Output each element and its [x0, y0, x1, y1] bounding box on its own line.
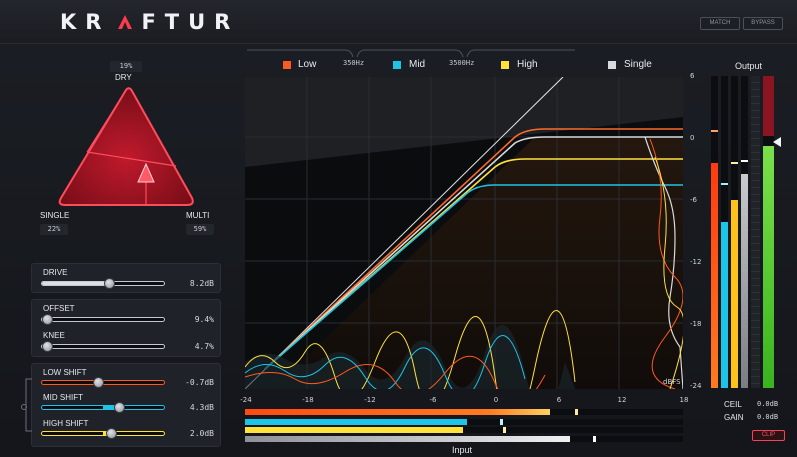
transfer-graph[interactable]: [244, 76, 685, 430]
offset-value[interactable]: 9.4%: [194, 315, 214, 324]
legend-single[interactable]: Single: [624, 59, 652, 70]
mid-shift-label: MID SHIFT: [43, 393, 83, 402]
low-shift-slider[interactable]: [41, 377, 165, 388]
morph-handle: [137, 162, 155, 183]
mid-swatch[interactable]: [393, 61, 401, 69]
output-meter-high: [731, 76, 738, 388]
high-shift-knob[interactable]: [106, 428, 117, 439]
y-tick-0: 0: [690, 134, 695, 142]
dbfs-label: dBFS: [663, 378, 681, 386]
output-meter-mid: [721, 76, 728, 388]
input-label: Input: [452, 445, 473, 455]
legend-high[interactable]: High: [517, 59, 538, 70]
legend-low[interactable]: Low: [298, 59, 317, 70]
input-meter-single: [245, 436, 683, 442]
y-tick-minus18: -18: [690, 320, 702, 328]
knee-slider[interactable]: [41, 341, 165, 352]
dry-label: DRY: [115, 73, 132, 82]
output-label: Output: [735, 61, 763, 71]
x-tick-minus12: -12: [364, 396, 376, 404]
x-tick-minus24: -24: [240, 396, 252, 404]
high-shift-label: HIGH SHIFT: [43, 419, 89, 428]
output-meter-main: [763, 76, 774, 388]
legend-mid[interactable]: Mid: [409, 59, 426, 70]
mid-shift-knob[interactable]: [114, 402, 125, 413]
top-bar: KRAFTUR MATCH BYPASS: [0, 0, 797, 44]
x-tick-6: 6: [556, 396, 562, 404]
dry-percent: 19%: [110, 61, 142, 72]
y-tick-minus24: -24: [690, 382, 702, 390]
knee-label: KNEE: [43, 331, 65, 340]
multi-percent: 59%: [186, 224, 214, 235]
x-tick-18: 18: [679, 396, 689, 404]
clip-button[interactable]: CLIP: [752, 430, 785, 441]
gain-value[interactable]: 0.0dB: [757, 413, 779, 421]
match-button[interactable]: MATCH: [700, 17, 740, 30]
high-shift-value[interactable]: 2.0dB: [189, 429, 214, 438]
mid-shift-slider[interactable]: [41, 402, 165, 413]
output-meter-single: [741, 76, 748, 388]
shift-group: LOW SHIFT -0.7dB MID SHIFT 4.3dB HIGH SH…: [31, 363, 221, 447]
transfer-curves: [244, 76, 685, 430]
single-percent: 22%: [40, 224, 68, 235]
input-meter-mid: [245, 419, 683, 425]
x-tick-minus18: -18: [302, 396, 314, 404]
y-tick-minus12: -12: [690, 258, 702, 266]
logo: KRAFTUR: [60, 10, 240, 34]
ceil-value[interactable]: 0.0dB: [757, 400, 779, 408]
low-swatch[interactable]: [283, 61, 291, 69]
crossover-low-mid[interactable]: 350Hz: [343, 59, 365, 67]
drive-slider[interactable]: [41, 278, 165, 289]
input-meter-high: [245, 427, 683, 433]
input-meter-low: [245, 409, 683, 415]
offset-knee-group: OFFSET 9.4% KNEE 4.7%: [31, 299, 221, 357]
shift-link-icon[interactable]: [20, 377, 34, 433]
drive-value[interactable]: 8.2dB: [189, 279, 214, 288]
y-tick-minus6: -6: [690, 196, 697, 204]
single-label: SINGLE: [40, 211, 70, 220]
logo-triangle-icon: [118, 15, 133, 29]
knee-value[interactable]: 4.7%: [194, 342, 214, 351]
output-scale: [751, 76, 760, 388]
gain-label: GAIN: [724, 413, 744, 422]
knee-knob[interactable]: [42, 341, 53, 352]
x-tick-minus6: -6: [429, 396, 437, 404]
high-swatch[interactable]: [501, 61, 509, 69]
low-shift-knob[interactable]: [93, 377, 104, 388]
y-tick-6: 6: [690, 72, 695, 80]
output-meter-low: [711, 76, 718, 388]
drive-group: DRIVE 8.2dB: [31, 263, 221, 293]
ceiling-handle-icon[interactable]: [773, 137, 781, 147]
x-tick-0: 0: [493, 396, 499, 404]
crossover-bracket: [247, 49, 575, 58]
drive-knob[interactable]: [104, 278, 115, 289]
low-shift-label: LOW SHIFT: [43, 368, 87, 377]
mid-shift-value[interactable]: 4.3dB: [189, 403, 214, 412]
drive-label: DRIVE: [43, 268, 68, 277]
x-tick-12: 12: [617, 396, 627, 404]
offset-slider[interactable]: [41, 314, 165, 325]
low-shift-value[interactable]: -0.7dB: [185, 378, 214, 387]
ceil-label: CEIL: [724, 400, 742, 409]
crossover-mid-high[interactable]: 3500Hz: [449, 59, 475, 67]
high-shift-slider[interactable]: [41, 428, 165, 439]
offset-knob[interactable]: [42, 314, 53, 325]
single-swatch[interactable]: [608, 61, 616, 69]
bypass-button[interactable]: BYPASS: [743, 17, 783, 30]
morph-triangle[interactable]: [55, 86, 197, 210]
multi-label: MULTI: [186, 211, 210, 220]
offset-label: OFFSET: [43, 304, 75, 313]
